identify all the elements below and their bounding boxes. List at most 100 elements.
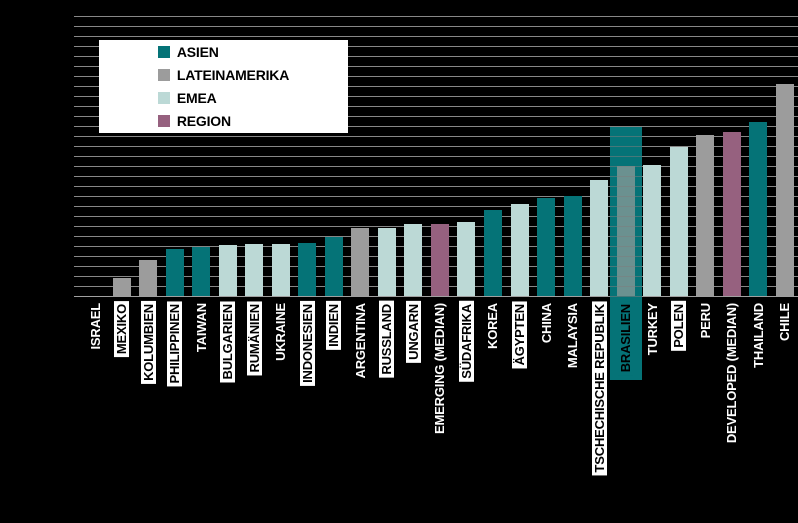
bar-turkey[interactable] (643, 165, 662, 296)
bar-agypten[interactable] (510, 204, 529, 296)
label-slot-tschechische-republik: TSCHECHISCHE REPUBLIK (586, 301, 613, 476)
x-label-israel[interactable]: ISRAEL (87, 303, 103, 350)
gridline (74, 206, 798, 207)
bar-slot-russland (374, 16, 401, 296)
x-label-taiwan[interactable]: TAIWAN (193, 303, 209, 353)
label-slot-peru: PERU (692, 301, 719, 340)
bar-polen[interactable] (669, 147, 688, 296)
x-label-philippinen[interactable]: PHILIPPINEN (167, 301, 183, 387)
bar-emerging-median[interactable] (430, 224, 449, 296)
x-label-sudafrika[interactable]: SÜDAFRIKA (458, 301, 474, 382)
x-label-indonesien[interactable]: INDONESIEN (299, 301, 315, 386)
x-label-korea[interactable]: KOREA (485, 303, 501, 349)
bar-slot-developed-median (718, 16, 745, 296)
label-slot-indien: INDIEN (321, 301, 348, 350)
bar-chile[interactable] (775, 84, 794, 296)
x-label-indien[interactable]: INDIEN (326, 301, 342, 350)
bar-malaysia[interactable] (563, 196, 582, 296)
bar-indien[interactable] (324, 237, 343, 296)
x-label-ungarn[interactable]: UNGARN (405, 301, 421, 363)
bar-kolumbien[interactable] (139, 260, 158, 296)
bar-slot-argentina (347, 16, 374, 296)
x-label-russland[interactable]: RUSSLAND (379, 301, 395, 378)
x-axis-labels-row: ISRAEL MEXIKO KOLUMBIEN PHILIPPINEN TAIWAN BU… (82, 301, 798, 476)
gridline (74, 186, 798, 187)
label-slot-turkey: TURKEY (639, 301, 666, 357)
bar-slot-ukraine (268, 16, 295, 296)
bar-slot-bulgarien (215, 16, 242, 296)
label-slot-ukraine: UKRAINE (268, 301, 295, 363)
bar-taiwan[interactable] (192, 247, 211, 296)
bar-developed-median[interactable] (722, 132, 741, 296)
label-slot-russland: RUSSLAND (374, 301, 401, 378)
x-label-malaysia[interactable]: MALAYSIA (565, 303, 581, 369)
bar-argentina[interactable] (351, 228, 370, 296)
bar-philippinen[interactable] (165, 249, 184, 296)
x-label-chile[interactable]: CHILE (777, 303, 793, 342)
x-label-china[interactable]: CHINA (538, 303, 554, 344)
x-label-mexiko[interactable]: MEXIKO (114, 301, 130, 358)
x-label-thailand[interactable]: THAILAND (750, 303, 766, 368)
bar-slot-tschechische-republik (586, 16, 613, 296)
legend-swatch-emea-icon (157, 92, 170, 104)
x-label-polen[interactable]: POLEN (671, 301, 687, 351)
bar-tschechische-republik[interactable] (590, 180, 609, 296)
bar-bulgarien[interactable] (218, 245, 237, 296)
bar-slot-turkey (639, 16, 666, 296)
bar-slot-indien (321, 16, 348, 296)
x-label-tschechische-republik[interactable]: TSCHECHISCHE REPUBLIK (591, 301, 607, 476)
bar-thailand[interactable] (749, 122, 768, 296)
bar-slot-peru (692, 16, 719, 296)
x-label-turkey[interactable]: TURKEY (644, 303, 660, 356)
legend-label-asien: ASIEN (176, 44, 219, 60)
legend-label-region: REGION (176, 113, 231, 129)
bar-china[interactable] (537, 198, 556, 296)
bar-slot-korea (480, 16, 507, 296)
label-slot-rumanien: RUMÄNIEN (241, 301, 268, 376)
x-label-kolumbien[interactable]: KOLUMBIEN (140, 301, 156, 384)
gridline (74, 76, 798, 77)
gridline (74, 106, 798, 107)
bar-mexiko[interactable] (112, 278, 131, 296)
label-slot-mexiko: MEXIKO (109, 301, 136, 358)
x-label-agypten[interactable]: ÄGYPTEN (512, 301, 527, 369)
gridline (74, 36, 798, 37)
x-label-emerging-median[interactable]: EMERGING (MEDIAN) (432, 303, 448, 434)
bar-ukraine[interactable] (271, 244, 290, 296)
x-axis-line (74, 296, 798, 297)
gridline (74, 176, 798, 177)
x-label-argentina[interactable]: ARGENTINA (352, 303, 368, 379)
x-label-developed-median[interactable]: DEVELOPED (MEDIAN) (724, 303, 740, 444)
highlight-overlay-brasilien[interactable] (609, 127, 642, 380)
gridline (74, 56, 798, 57)
gridline (74, 146, 798, 147)
legend: ASIEN LATEINAMERIKA EMEA REGION (99, 40, 348, 133)
gridline (74, 216, 798, 217)
x-label-peru[interactable]: PERU (697, 303, 713, 339)
bar-slot-rumanien (241, 16, 268, 296)
label-slot-developed-median: DEVELOPED (MEDIAN) (718, 301, 745, 445)
gridline (74, 16, 798, 17)
x-label-rumanien[interactable]: RUMÄNIEN (246, 301, 262, 376)
label-slot-taiwan: TAIWAN (188, 301, 215, 354)
legend-item-lateinamerika: LATEINAMERIKA (157, 67, 289, 83)
x-label-bulgarien[interactable]: BULGARIEN (220, 301, 236, 383)
label-slot-philippinen: PHILIPPINEN (162, 301, 189, 387)
bar-rumanien[interactable] (245, 244, 264, 296)
bar-slot-taiwan (188, 16, 215, 296)
bar-slot-chile (771, 16, 798, 296)
bar-russland[interactable] (377, 228, 396, 296)
label-slot-chile: CHILE (771, 301, 798, 343)
bar-sudafrika[interactable] (457, 222, 476, 296)
label-slot-agypten: ÄGYPTEN (506, 301, 533, 369)
bar-slot-philippinen (162, 16, 189, 296)
x-label-brasilien[interactable]: BRASILIEN (618, 301, 634, 376)
bar-korea[interactable] (483, 210, 502, 296)
bar-slot-sudafrika (453, 16, 480, 296)
x-label-ukraine[interactable]: UKRAINE (273, 303, 289, 361)
gridline (74, 126, 798, 127)
bar-peru[interactable] (696, 135, 715, 296)
bar-indonesien[interactable] (298, 243, 317, 296)
label-slot-bulgarien: BULGARIEN (215, 301, 242, 383)
bar-ungarn[interactable] (404, 224, 423, 296)
